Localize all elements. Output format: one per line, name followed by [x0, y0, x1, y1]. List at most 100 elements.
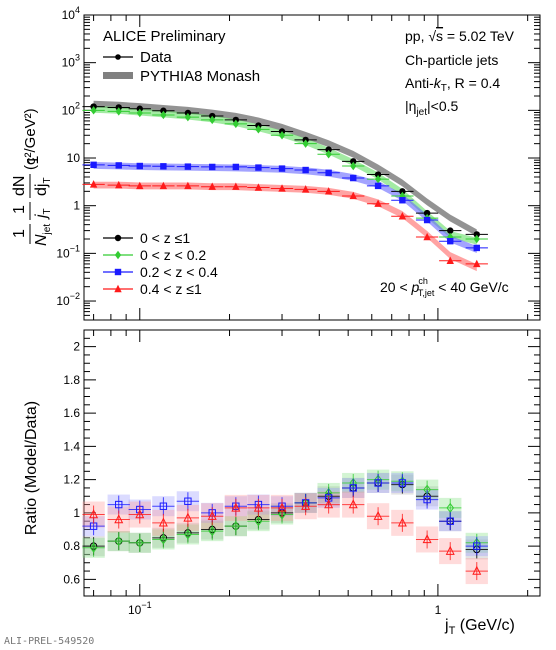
- top-data-point: [302, 139, 309, 148]
- top-data-point: [136, 105, 143, 112]
- top-data-point: [160, 110, 167, 120]
- bottom-series-2: [82, 472, 488, 557]
- top-data-point: [184, 112, 192, 122]
- top-data-point: [115, 107, 122, 116]
- algo-a: Anti-: [405, 75, 434, 91]
- system-label: pp, √s = 5.02 TeV: [405, 28, 515, 44]
- top-data-point: [278, 131, 286, 140]
- top-y-tick-base: 10: [62, 56, 76, 70]
- top-series-2: [82, 161, 488, 252]
- top-y-tick-label: 10: [67, 151, 81, 165]
- bottom-data-point: [114, 514, 124, 524]
- top-data-point: [349, 191, 357, 200]
- top-y-tick-label: 10−2: [56, 291, 80, 308]
- algo-t: T: [441, 83, 447, 94]
- top-y-tick-label: 1: [73, 199, 80, 213]
- bottom-data-point: [115, 500, 123, 509]
- bottom-data-point: [472, 565, 482, 575]
- bottom-data-point: [422, 534, 432, 544]
- legend-model-entry: PYTHIA8 Monash: [103, 68, 260, 85]
- top-y-tick-label: 102: [62, 100, 80, 117]
- top-y-tick-exp: 4: [75, 5, 80, 15]
- x-axis-label: jT (GeV/c): [444, 617, 515, 637]
- z-legend-label: 0.4 < z ≤1: [140, 281, 202, 297]
- bottom-y-tick-label: 0.8: [63, 539, 80, 553]
- z-legend-marker: [114, 268, 122, 276]
- top-data-point: [90, 161, 97, 169]
- algo-r: , R = 0.4: [447, 75, 501, 91]
- top-data-point: [398, 212, 407, 220]
- legend-data-marker: [115, 54, 121, 60]
- jets-label: Ch-particle jets: [405, 52, 498, 68]
- top-data-point: [473, 231, 480, 238]
- top-data-point: [232, 182, 240, 190]
- bottom-data-point: [348, 499, 358, 509]
- system-s: s: [436, 28, 443, 44]
- top-data-point: [473, 234, 480, 244]
- bottom-data-point: [301, 500, 311, 510]
- top-data-point: [160, 107, 167, 114]
- top-data-point: [374, 174, 382, 184]
- top-y-tick-base: 1: [73, 199, 80, 213]
- top-data-point: [254, 183, 263, 191]
- ylabel-unit: (c²/GeV²): [22, 108, 39, 170]
- legend-model-label: PYTHIA8 Monash: [140, 68, 260, 85]
- ylabel-n: Njet: [33, 224, 53, 246]
- x-axis-label-unit: (GeV/c): [455, 617, 515, 634]
- top-data-point: [399, 188, 406, 195]
- top-y-tick-label: 103: [62, 53, 80, 70]
- eta-sub: jet: [415, 107, 427, 118]
- bottom-y-axis-label: Ratio (Model/Data): [23, 401, 40, 535]
- top-data-point: [136, 181, 144, 190]
- top-data-point: [278, 165, 286, 172]
- top-data-point: [325, 150, 332, 159]
- top-y-tick-exp: −2: [70, 291, 80, 301]
- bottom-data-point: [135, 509, 145, 519]
- bottom-data-point: [445, 545, 455, 555]
- bottom-data-point: [232, 521, 240, 532]
- x-tick-label: 10−1: [128, 600, 152, 617]
- bottom-data-point: [183, 512, 193, 522]
- top-y-tick-base: 10: [67, 151, 81, 165]
- pt-range-label: 20 < pch T,jet < 40 GeV/c: [380, 276, 509, 298]
- algo-k: k: [434, 75, 442, 91]
- top-data-point: [473, 259, 481, 268]
- legend-model-swatch: [103, 72, 133, 79]
- top-data-point: [302, 166, 309, 174]
- top-y-tick-label: 104: [62, 5, 80, 22]
- pt-b: < 40 GeV/c: [434, 279, 508, 295]
- bottom-data-point: [423, 495, 431, 504]
- top-data-point: [232, 163, 240, 171]
- model-band-top: [93, 100, 477, 237]
- x-axis-label-t: T: [449, 625, 456, 637]
- top-data-point: [374, 199, 382, 207]
- model-band-top: [93, 105, 477, 245]
- top-data-point: [184, 181, 192, 190]
- top-data-point: [324, 187, 333, 195]
- top-frame: [83, 14, 541, 321]
- bottom-data-point: [231, 502, 241, 512]
- top-data-point: [115, 180, 123, 189]
- top-ylabel-formula: 1 Njet 1 jT dN djT (c²/GeV²): [11, 108, 53, 246]
- bottom-data-point: [159, 502, 168, 510]
- bottom-data-point: [446, 517, 454, 525]
- bottom-data-point: [208, 526, 217, 537]
- top-ylabel-group: 1 Njet 1 jT dN djT (c²/GeV²): [11, 108, 53, 246]
- bottom-data-point: [374, 479, 382, 487]
- x-axis-label-j: j: [444, 617, 449, 634]
- bottom-data-point: [114, 536, 123, 547]
- top-y-axis-label: 1: [25, 155, 42, 164]
- top-y-tick-base: 10: [56, 294, 70, 308]
- top-data-point: [90, 106, 97, 115]
- ylabel-dn: dN: [11, 176, 28, 196]
- legend-data-entry: Data: [103, 49, 172, 66]
- top-data-point: [136, 162, 143, 170]
- system-pp: pp,: [405, 28, 424, 44]
- top-data-point: [325, 169, 332, 176]
- x-tick-exp: −1: [141, 600, 151, 610]
- top-data-point: [184, 163, 192, 170]
- ylabel-dj-sub: T: [42, 177, 53, 183]
- bottom-y-tick-label: 1: [73, 506, 80, 520]
